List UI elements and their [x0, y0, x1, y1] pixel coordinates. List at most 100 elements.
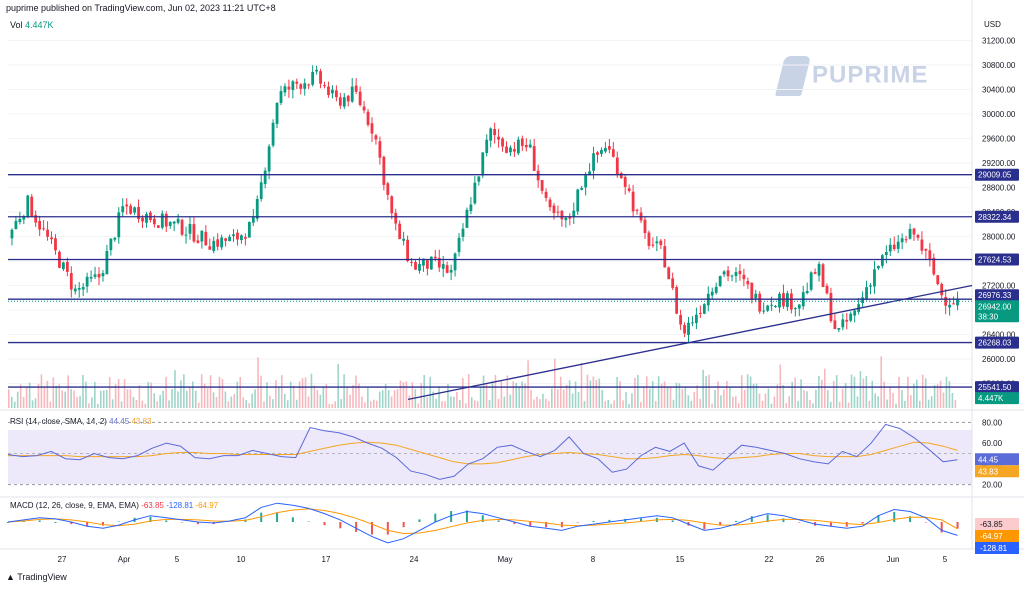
price-label-box — [975, 392, 1019, 405]
candle-body — [133, 207, 137, 213]
volume-readout: Vol 4.447K — [10, 20, 54, 30]
candle-body — [659, 240, 663, 245]
macd-axis-value: -128.81 — [980, 544, 1008, 553]
candle-body — [279, 91, 283, 104]
candle-body — [160, 213, 164, 228]
macd-histogram-bar — [38, 520, 41, 522]
volume-bar — [580, 362, 583, 408]
candle-body — [228, 236, 231, 242]
candle-body — [651, 244, 655, 246]
candle-body — [315, 69, 319, 72]
macd-histogram-bar — [829, 522, 832, 527]
macd-histogram-bar — [671, 520, 674, 522]
candle-body — [232, 234, 235, 237]
candle-body — [73, 288, 77, 292]
volume-bar — [491, 381, 494, 408]
volume-bar — [280, 375, 283, 408]
volume-bar — [601, 389, 604, 408]
candle-body — [418, 263, 421, 271]
volume-bar — [85, 381, 87, 408]
price-label-box — [975, 289, 1019, 302]
candle-body — [378, 141, 382, 158]
volume-bar — [334, 401, 337, 408]
volume-bar — [132, 397, 135, 408]
macd-histogram-bar — [355, 522, 358, 532]
candle-body — [370, 123, 374, 134]
volume-bar — [880, 356, 882, 408]
candle-body — [698, 312, 702, 314]
candle-body — [655, 241, 659, 244]
candle-body — [465, 209, 469, 228]
volume-bar — [536, 396, 538, 408]
rsi-tick-label: 60.00 — [982, 439, 1003, 448]
candle-body — [572, 210, 576, 218]
volume-bar — [461, 377, 464, 408]
volume-bar — [767, 388, 770, 408]
volume-bar — [717, 381, 719, 408]
volume-bar — [180, 380, 182, 408]
candle-body — [900, 238, 904, 243]
candle-body — [869, 285, 872, 287]
candle-body — [896, 241, 900, 249]
volume-bar — [144, 403, 147, 408]
candle-body — [623, 177, 627, 187]
volume-bar — [518, 387, 520, 408]
candle-body — [524, 144, 528, 148]
candle-body — [204, 231, 208, 246]
volume-bar — [70, 389, 72, 408]
time-tick-label: 5 — [175, 555, 180, 564]
macd-histogram-bar — [798, 522, 801, 523]
volume-bar — [444, 401, 446, 408]
candle-body — [845, 319, 849, 322]
candle-body — [176, 218, 180, 223]
volume-bar — [384, 383, 387, 408]
candle-body — [956, 298, 959, 306]
volume-bar — [370, 401, 372, 408]
volume-bar — [824, 368, 826, 408]
volume-bar — [159, 394, 161, 408]
candle-body — [65, 261, 69, 272]
candle-body — [350, 86, 354, 102]
volume-bar — [298, 381, 301, 408]
volume-bar — [456, 392, 458, 408]
macd-histogram-bar — [861, 522, 864, 524]
volume-bar — [343, 374, 345, 408]
macd-histogram-bar — [734, 520, 737, 522]
volume-value: 4.447K — [25, 20, 54, 30]
candle-body — [429, 256, 433, 270]
volume-bar — [598, 378, 601, 408]
volume-bar — [361, 396, 363, 408]
macd-histogram-bar — [592, 520, 595, 522]
macd-axis-box — [975, 530, 1019, 542]
candle-body — [113, 237, 117, 240]
candle-body — [10, 229, 14, 239]
volume-bar — [720, 395, 722, 408]
time-tick-label: 15 — [676, 555, 685, 564]
volume-bar — [31, 400, 34, 408]
volume-bar — [162, 390, 164, 408]
candle-body — [481, 152, 485, 176]
volume-bar — [951, 393, 954, 408]
macd-histogram-bar — [101, 522, 104, 526]
volume-bar — [645, 376, 648, 408]
volume-bar — [91, 397, 93, 408]
macd-axis-box — [975, 518, 1019, 530]
volume-bar — [129, 389, 132, 408]
volume-bar — [524, 383, 526, 408]
volume-bar — [120, 401, 123, 408]
volume-bar — [684, 387, 687, 408]
candle-body — [588, 171, 591, 176]
volume-bar — [473, 400, 476, 408]
price-tick-label: 29600.00 — [982, 135, 1016, 144]
candle-body — [635, 209, 639, 211]
rsi-value-box — [975, 453, 1019, 466]
volume-bar — [577, 392, 580, 408]
candle-body — [184, 234, 188, 236]
tradingview-text: TradingView — [17, 572, 67, 582]
volume-bar — [907, 376, 909, 408]
volume-bar — [755, 383, 758, 408]
macd-histogram-bar — [70, 522, 73, 525]
volume-bar — [218, 376, 221, 408]
candle-body — [604, 147, 607, 152]
